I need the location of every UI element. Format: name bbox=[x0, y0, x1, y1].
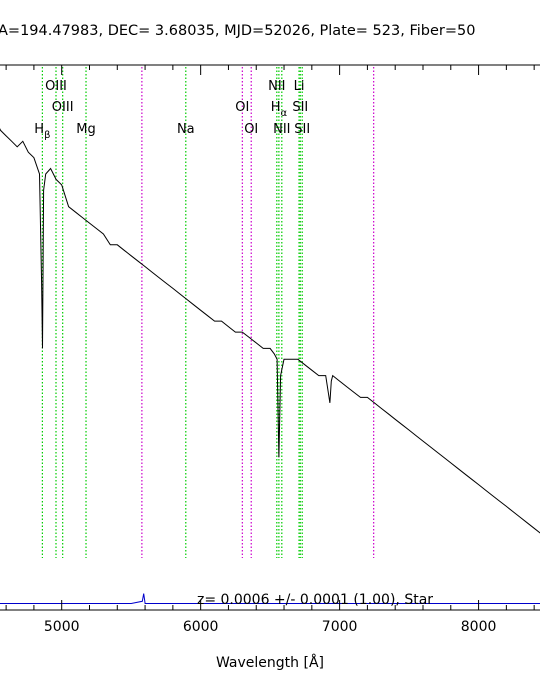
x-tick-label: 5000 bbox=[44, 619, 80, 635]
line-label-0: Hβ bbox=[34, 122, 50, 141]
spectrum-line bbox=[0, 128, 540, 534]
line-label-12: SII bbox=[292, 100, 308, 115]
line-label-9: Hα bbox=[271, 100, 288, 119]
error-spectrum bbox=[0, 593, 540, 604]
line-label-2: OIII bbox=[52, 100, 74, 115]
flux-spectrum bbox=[0, 128, 540, 534]
line-label-5: Na bbox=[177, 122, 195, 137]
x-axis-ticks: 5000 6000 7000 8000 bbox=[5, 65, 535, 635]
line-label-11: Li bbox=[294, 79, 305, 94]
redshift-annotation: z= 0.0006 +/- 0.0001 (1.00), Star bbox=[197, 592, 433, 608]
x-tick-label: 7000 bbox=[322, 619, 358, 635]
line-label-13: SII bbox=[294, 122, 310, 137]
line-label-3: Mg bbox=[76, 122, 95, 137]
x-tick-label: 6000 bbox=[183, 619, 219, 635]
line-label-1: OIII bbox=[45, 79, 67, 94]
spectral-line-markers bbox=[41, 67, 375, 558]
error-line bbox=[0, 593, 540, 604]
plot-frame bbox=[0, 64, 540, 611]
line-label-6: OI bbox=[235, 100, 249, 115]
chart-title: A=194.47983, DEC= 3.68035, MJD=52026, Pl… bbox=[0, 23, 475, 39]
line-label-10: NII bbox=[273, 122, 290, 137]
line-label-7: OI bbox=[244, 122, 258, 137]
x-axis-label: Wavelength [Å] bbox=[216, 654, 324, 671]
line-label-8: NII bbox=[268, 79, 285, 94]
x-tick-label: 8000 bbox=[461, 619, 497, 635]
